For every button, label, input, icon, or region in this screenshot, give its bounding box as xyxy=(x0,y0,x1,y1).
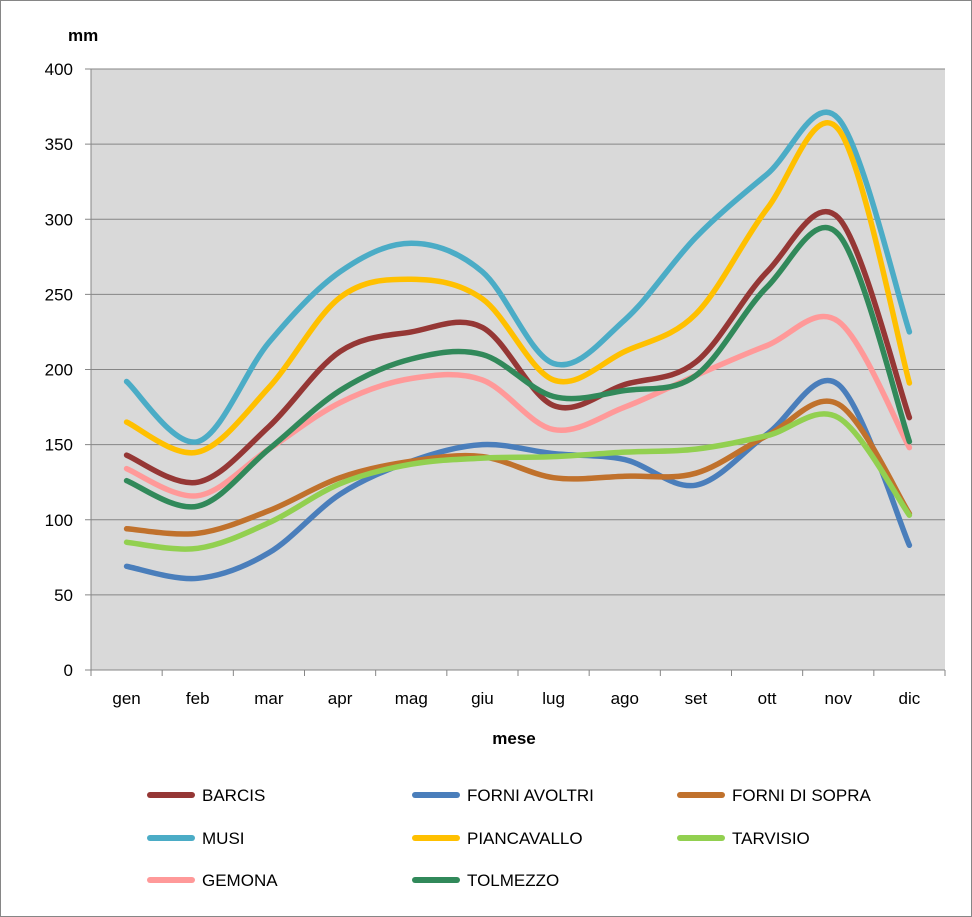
x-axis-title: mese xyxy=(492,729,535,748)
series-line-forni-di-sopra xyxy=(123,398,913,537)
series-lines xyxy=(123,109,913,582)
y-tick-label: 100 xyxy=(45,511,73,530)
y-axis-title: mm xyxy=(68,26,98,45)
x-tick-label-ago: ago xyxy=(611,689,639,708)
series-line-forni-avoltri xyxy=(123,377,913,582)
legend-label-tarvisio: TARVISIO xyxy=(732,829,810,848)
y-tick-label: 200 xyxy=(45,361,73,380)
x-tick-label-apr: apr xyxy=(328,689,353,708)
x-tick-label-mag: mag xyxy=(395,689,428,708)
gridlines xyxy=(91,68,945,596)
y-tick-label: 400 xyxy=(45,60,73,79)
y-tick-label: 350 xyxy=(45,135,73,154)
series-line-barcis xyxy=(123,208,913,486)
x-tick-label-mar: mar xyxy=(254,689,284,708)
x-tick-label-giu: giu xyxy=(471,689,494,708)
y-tick-label: 150 xyxy=(45,436,73,455)
y-tick-label: 50 xyxy=(54,586,73,605)
x-tick-label-set: set xyxy=(685,689,708,708)
x-tick-labels: gen feb mar apr mag giu lug ago set ott nov dic xyxy=(90,670,946,708)
legend-label-forni-di-sopra: FORNI DI SOPRA xyxy=(732,786,872,805)
legend-label-barcis: BARCIS xyxy=(202,786,265,805)
legend: BARCIS FORNI AVOLTRI FORNI DI SOPRA MUSI PIA… xyxy=(147,786,872,890)
x-tick-label-feb: feb xyxy=(186,689,210,708)
x-tick-label-ott: ott xyxy=(758,689,777,708)
x-tick-label-dic: dic xyxy=(899,689,921,708)
legend-label-tolmezzo: TOLMEZZO xyxy=(467,871,559,890)
series-line-tolmezzo xyxy=(123,224,913,510)
y-tick-label: 300 xyxy=(45,210,73,229)
y-tick-label: 0 xyxy=(64,661,73,680)
legend-label-piancavallo: PIANCAVALLO xyxy=(467,829,583,848)
x-tick-label-nov: nov xyxy=(825,689,853,708)
legend-label-gemona: GEMONA xyxy=(202,871,278,890)
y-tick-labels: 0 50 100 150 200 250 300 350 400 xyxy=(45,60,91,680)
legend-label-musi: MUSI xyxy=(202,829,245,848)
series-line-tarvisio xyxy=(123,411,913,552)
legend-label-forni-avoltri: FORNI AVOLTRI xyxy=(467,786,594,805)
x-tick-label-gen: gen xyxy=(112,689,140,708)
series-line-piancavallo xyxy=(123,120,913,456)
y-tick-label: 250 xyxy=(45,285,73,304)
series-line-musi xyxy=(123,109,913,445)
x-tick-label-lug: lug xyxy=(542,689,565,708)
